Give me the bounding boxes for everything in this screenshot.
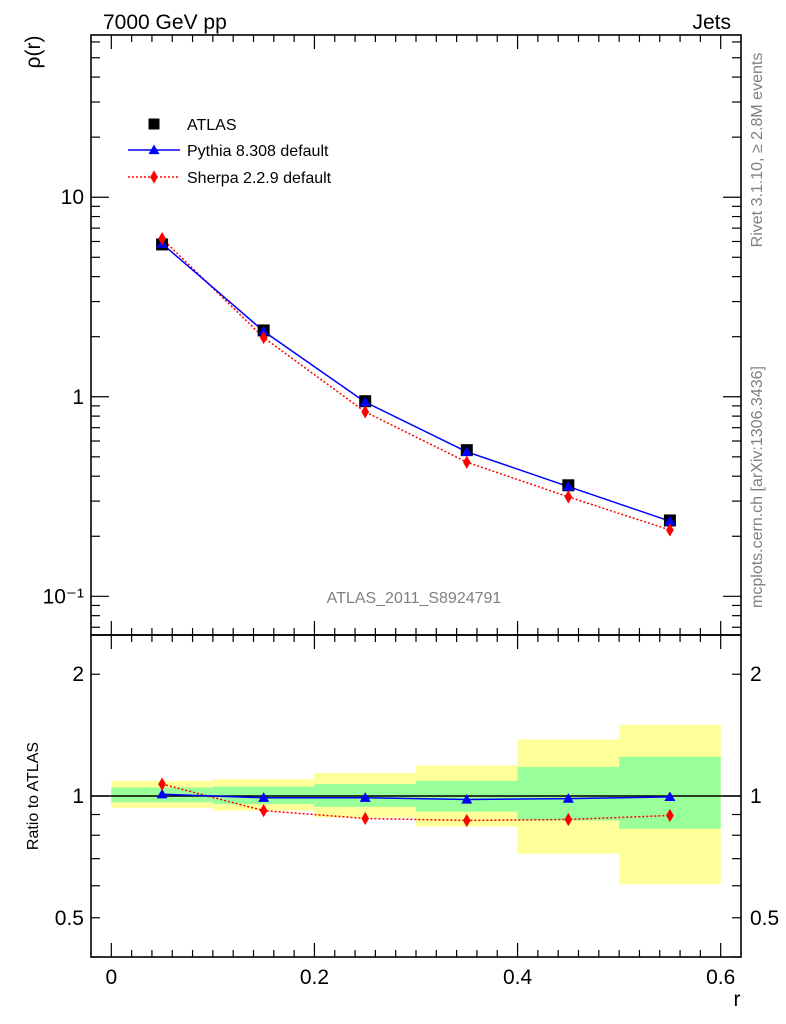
- legend-marker: [150, 170, 158, 184]
- x-tick-label: 0.2: [300, 966, 329, 989]
- ratio-plot: 2 2 1 1 0.5 0.5 0 0.2 0.4 0.6: [55, 634, 779, 989]
- ratio-frame: [90, 634, 742, 958]
- watermark: ATLAS_2011_S8924791: [327, 590, 502, 607]
- y-tick-label: 1: [72, 386, 84, 409]
- header-right: Jets: [692, 11, 731, 34]
- mcplots-label: mcplots.cern.ch [arXiv:1306.3436]: [749, 366, 766, 608]
- data-point: [564, 490, 573, 504]
- data-point: [461, 446, 473, 456]
- ratio-point: [664, 791, 676, 802]
- y-tick-label: 10⁻¹: [43, 585, 84, 608]
- data-point: [361, 405, 370, 419]
- series-line: [161, 238, 671, 531]
- ratio-point: [562, 793, 574, 803]
- ratio-point: [156, 788, 168, 799]
- ratio-point: [461, 794, 473, 804]
- x-tick-label: 0.6: [706, 966, 735, 989]
- data-point: [664, 515, 676, 526]
- header-left: 7000 GeV pp: [103, 11, 227, 34]
- y-tick-label: 10: [61, 186, 84, 209]
- data-point: [158, 232, 166, 246]
- series-line: [161, 243, 671, 522]
- ratio-point: [158, 777, 166, 791]
- main-plot: ATLAS Pythia 8.308 default Sherpa 2.2.9 de…: [43, 34, 742, 636]
- ratio-point: [666, 808, 674, 823]
- legend-marker: [148, 144, 160, 155]
- main-ylabel: ρ(r): [22, 36, 45, 69]
- x-tick-label: 0: [105, 966, 117, 989]
- data-point: [359, 396, 371, 407]
- ratio-point: [359, 792, 371, 802]
- ratio-line: [161, 783, 670, 822]
- legend-label: Pythia 8.308 default: [187, 143, 329, 160]
- ratio-point: [462, 813, 471, 828]
- data-point: [562, 481, 574, 491]
- y-tick-label: 0.5: [55, 907, 84, 930]
- x-tick-label: 0.4: [503, 966, 533, 989]
- ratio-point: [361, 811, 370, 826]
- y-tick-label: 1: [72, 785, 84, 808]
- data-point: [259, 330, 268, 345]
- data-point: [666, 523, 674, 537]
- legend-marker: [148, 118, 160, 130]
- data-point: [258, 325, 270, 336]
- ratio-point: [258, 792, 270, 802]
- y-tick-label-right: 0.5: [750, 907, 779, 930]
- ratio-point: [564, 812, 573, 827]
- rivet-label: Rivet 3.1.10, ≥ 2.8M events: [749, 53, 766, 248]
- data-point: [462, 455, 471, 469]
- x-axis-label: r: [734, 988, 741, 1011]
- legend-label: ATLAS: [187, 117, 237, 134]
- y-tick-label-right: 2: [750, 663, 762, 686]
- y-tick-label-right: 1: [750, 785, 762, 808]
- y-tick-label: 2: [72, 663, 84, 686]
- ratio-point: [259, 804, 268, 818]
- legend-label: Sherpa 2.2.9 default: [187, 170, 332, 187]
- ratio-line: [162, 793, 670, 801]
- ratio-ylabel: Ratio to ATLAS: [25, 742, 42, 850]
